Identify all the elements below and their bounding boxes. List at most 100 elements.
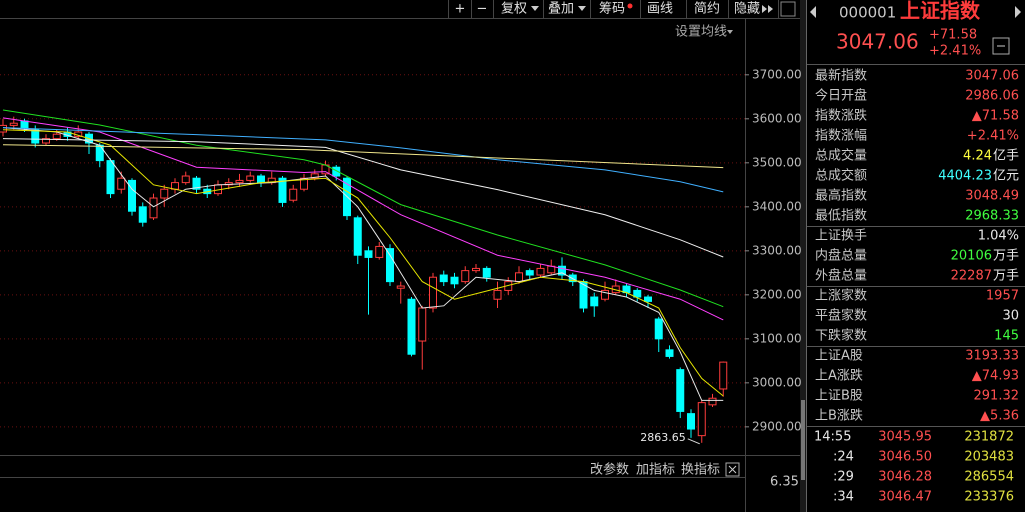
tick-time: 14:55 <box>814 430 851 445</box>
moving-average-line <box>2 127 724 401</box>
scrollbar[interactable] <box>800 0 806 512</box>
last-price: 3047.06 <box>836 30 919 54</box>
field-label: 总成交额 <box>815 168 867 184</box>
indicator-button[interactable]: 加指标 <box>636 463 675 478</box>
field-value: 1.04% <box>978 229 1019 244</box>
moving-average-line <box>2 127 724 193</box>
candle-body <box>149 197 158 219</box>
tick-volume: 231872 <box>964 430 1014 445</box>
hide-button[interactable]: 隐藏 <box>734 2 760 17</box>
adjust-button[interactable]: 复权 <box>501 1 527 17</box>
tick-price: 3045.95 <box>878 430 932 445</box>
field-value: 145 <box>994 329 1019 344</box>
candle-body <box>246 175 255 181</box>
moving-average-line <box>2 117 724 321</box>
toolbar: + − 复权 叠加 筹码 画线 简约 隐藏 设置均线 <box>448 0 796 40</box>
hide-arrows <box>762 5 773 13</box>
field-value: 4404.23 <box>938 169 992 184</box>
candle-body <box>396 285 405 289</box>
candle-body <box>386 248 394 283</box>
y-tick-label: 3700.00 <box>752 67 802 81</box>
field-label: 指数涨跌 <box>815 108 867 124</box>
y-tick-label: 3500.00 <box>752 155 802 169</box>
candle-body <box>375 245 384 258</box>
close-button[interactable] <box>725 462 740 477</box>
prev-arrow[interactable] <box>810 6 816 18</box>
y-tick-label: 3300.00 <box>752 243 802 257</box>
indicator-button[interactable]: 换指标 <box>681 463 720 478</box>
collapse-button[interactable] <box>992 37 1010 55</box>
candle-body <box>106 160 115 195</box>
candle-body <box>644 296 652 302</box>
candle-body <box>461 270 470 283</box>
field-value: 4.24 <box>963 149 992 164</box>
candle-body <box>160 188 169 199</box>
candle-body <box>676 369 685 412</box>
tick-price: 3046.50 <box>878 450 932 465</box>
tick-time: :24 <box>833 450 854 465</box>
stock-code: 000001 <box>839 4 896 22</box>
y-tick-label: 3000.00 <box>752 375 802 389</box>
candle-body <box>601 289 609 300</box>
candle-body <box>719 361 728 390</box>
volume-axis-label: 6.35 <box>770 475 799 490</box>
candle-body <box>429 276 437 309</box>
candle-body <box>31 129 40 144</box>
change-percent: +2.41% <box>929 44 981 59</box>
field-value: 2986.06 <box>965 89 1019 104</box>
tick-price: 3046.28 <box>878 470 932 485</box>
field-label: 平盘家数 <box>815 308 867 324</box>
field-value: 1957 <box>986 289 1019 304</box>
field-label: 上证B股 <box>815 389 863 404</box>
candle-body <box>52 133 61 140</box>
candle-body <box>128 179 136 212</box>
field-label: 下跌家数 <box>815 328 867 344</box>
simple-button[interactable]: 简约 <box>694 1 720 17</box>
field-value: +2.41% <box>967 129 1019 144</box>
draw-button[interactable]: 画线 <box>647 2 673 17</box>
candle-body <box>665 349 674 357</box>
next-arrow[interactable] <box>1015 6 1021 18</box>
tick-volume: 203483 <box>964 450 1014 465</box>
chart: 2900.00 3000.00 3100.00 3200.00 3300.00 3400.… <box>0 67 802 445</box>
field-label: 上证换手 <box>815 229 867 244</box>
candle-body <box>138 206 147 223</box>
candle-body <box>493 289 502 300</box>
candle-body <box>439 274 448 283</box>
zoom-in-button[interactable]: + <box>455 2 466 17</box>
indicator-button[interactable]: 改参数 <box>590 462 629 478</box>
scroll-thumb[interactable] <box>801 400 805 480</box>
zoom-out-button[interactable]: − <box>477 2 488 17</box>
field-label: 上涨家数 <box>815 288 867 304</box>
field-label: 内盘总量 <box>815 248 867 264</box>
field-label: 指数涨幅 <box>815 129 867 144</box>
min-arrow <box>687 438 700 445</box>
tick-time: :29 <box>833 470 854 485</box>
candle-body <box>654 318 663 340</box>
field-label: 上A涨跌 <box>815 368 863 384</box>
chips-button[interactable]: 筹码 <box>599 1 625 17</box>
field-label: 上B涨跌 <box>815 408 863 424</box>
fullscreen-button[interactable] <box>780 1 796 17</box>
field-label: 外盘总量 <box>815 268 867 284</box>
candle-body <box>558 265 566 276</box>
field-value: 3048.49 <box>965 189 1019 204</box>
candle-body <box>515 272 523 283</box>
candle-body <box>353 217 362 256</box>
field-value: 30 <box>1002 309 1019 324</box>
moving-average-line <box>2 129 724 397</box>
y-tick-label: 3600.00 <box>752 111 802 125</box>
field-unit: 亿元 <box>993 169 1019 184</box>
tick-time: :34 <box>833 490 854 505</box>
stock-name: 上证指数 <box>900 0 981 23</box>
field-value: 291.32 <box>974 389 1020 404</box>
field-unit: 万手 <box>993 249 1019 264</box>
overlay-button[interactable]: 叠加 <box>548 2 574 17</box>
candle-body <box>633 289 642 298</box>
candle-body <box>407 298 416 355</box>
dropdown-arrows <box>531 6 586 11</box>
ma-settings-button[interactable]: 设置均线 <box>675 25 727 40</box>
field-value: ▲74.93 <box>972 369 1019 384</box>
candle-body <box>9 122 18 126</box>
